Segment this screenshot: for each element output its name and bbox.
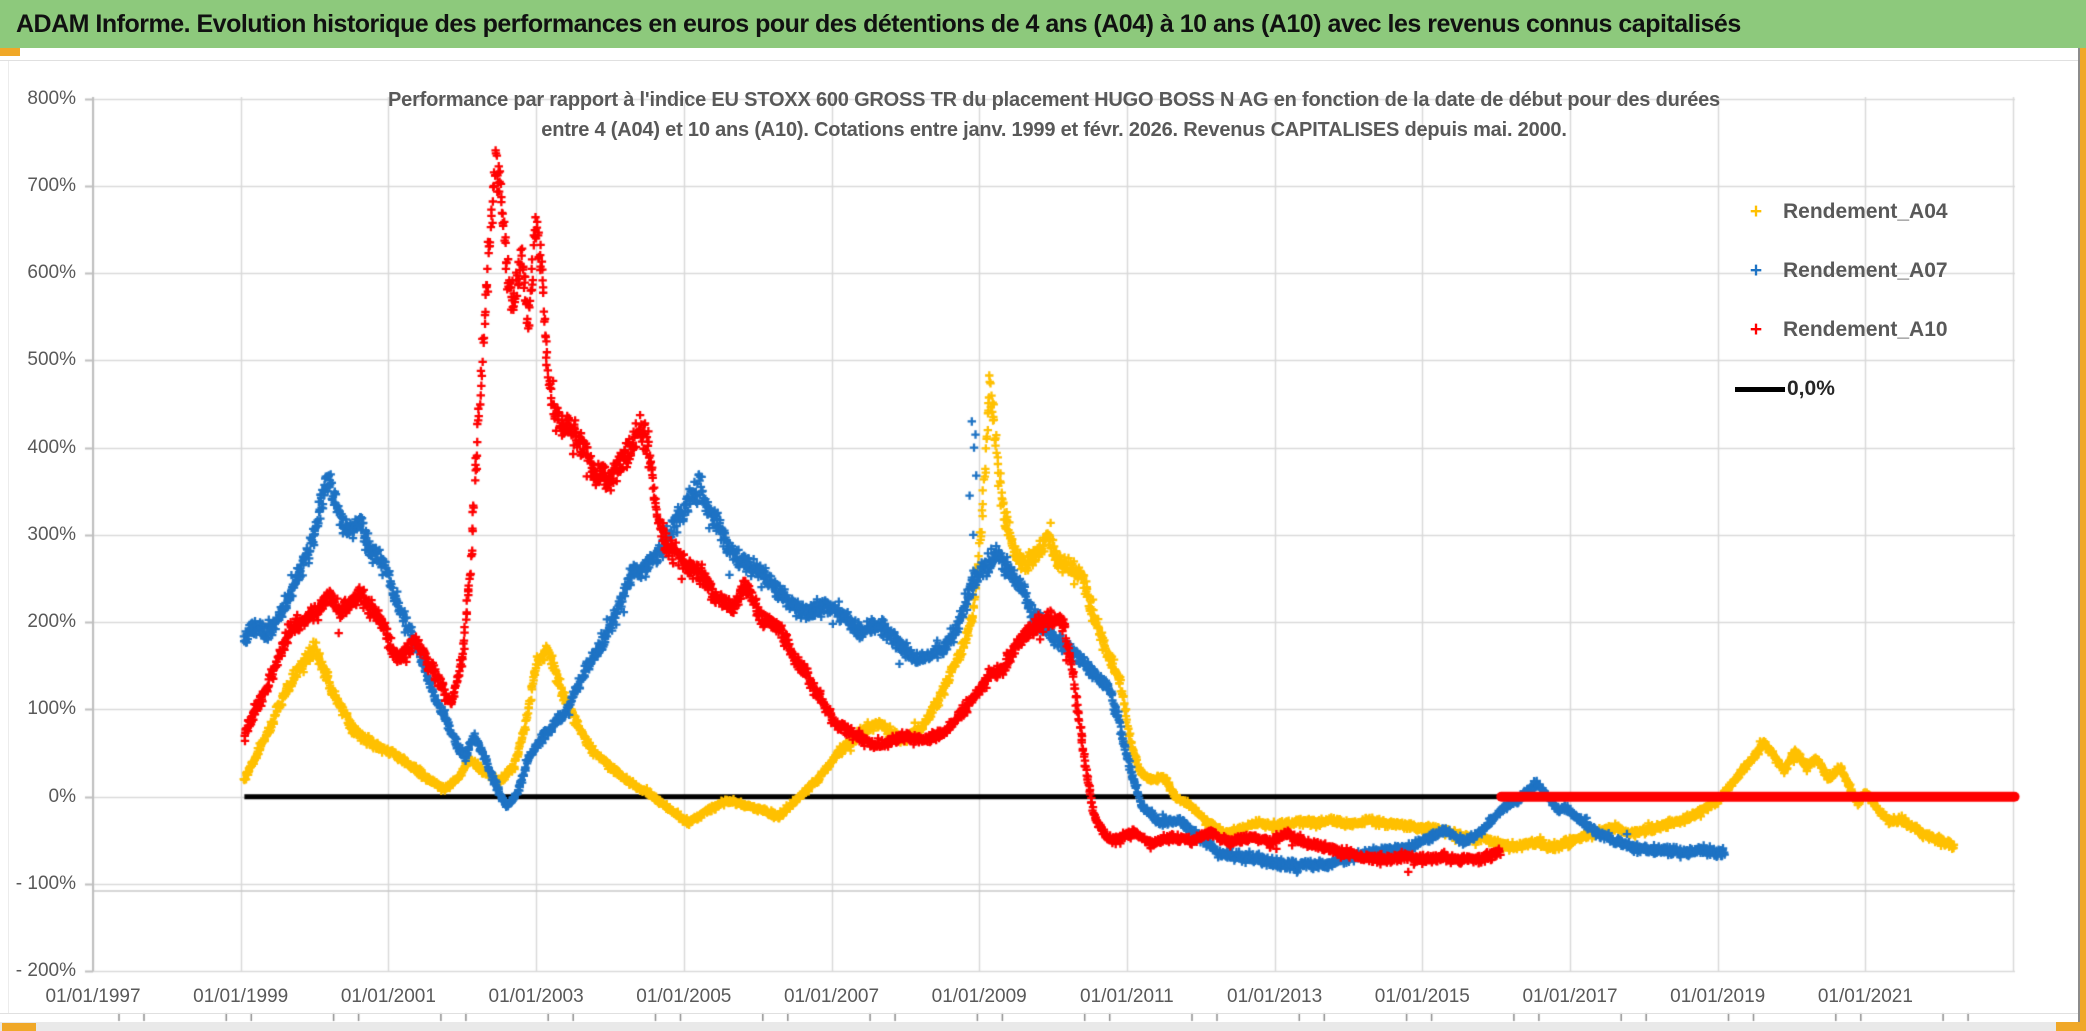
bottom-band — [0, 1022, 2078, 1031]
y-tick-label: 600% — [27, 262, 76, 284]
orange-accent-bottom-right — [2056, 1022, 2086, 1031]
x-tick-label: 01/01/2017 — [1522, 986, 1618, 1007]
plus-marker-icon: + — [1749, 259, 1763, 282]
x-tick-label: 01/01/1997 — [45, 986, 141, 1007]
y-tick-label: 100% — [27, 698, 76, 720]
y-tick-label: 0% — [48, 785, 76, 807]
x-tick-label: 01/01/2015 — [1374, 986, 1470, 1007]
y-tick-label: 300% — [27, 523, 76, 545]
orange-accent-top-left — [0, 48, 20, 56]
legend-item-rendement-a04[interactable]: + Rendement_A04 — [1735, 192, 1948, 232]
orange-accent-right-strip[interactable] — [2080, 48, 2086, 1031]
x-tick-label: 01/01/2019 — [1670, 986, 1766, 1007]
plus-marker-icon: + — [1749, 318, 1763, 341]
chart-title-line2: entre 4 (A04) et 10 ans (A10). Cotations… — [541, 119, 1567, 141]
y-tick-label: 800% — [27, 87, 76, 109]
plus-marker-icon: + — [1749, 200, 1763, 223]
y-tick-label: - 200% — [15, 960, 76, 982]
legend-label: Rendement_A10 — [1783, 318, 1948, 341]
y-tick-label: 500% — [27, 349, 76, 371]
bottom-divider-line — [0, 1013, 2078, 1014]
line-marker-icon — [1735, 386, 1785, 392]
report-header-banner: ADAM Informe. Evolution historique des p… — [0, 0, 2086, 48]
x-tick-label: 01/01/2009 — [931, 986, 1027, 1007]
x-tick-label: 01/01/2005 — [636, 986, 732, 1007]
orange-accent-bottom-left — [2, 1023, 36, 1031]
chart-title: Performance par rapport à l'indice EU ST… — [93, 85, 2015, 145]
y-tick-label: - 100% — [15, 872, 76, 894]
x-tick-label: 01/01/2011 — [1080, 986, 1174, 1007]
y-tick-label: 200% — [27, 611, 76, 633]
x-tick-label: 01/01/2013 — [1227, 986, 1323, 1007]
x-tick-label: 01/01/2001 — [340, 986, 436, 1007]
legend-label: 0,0% — [1787, 377, 1835, 400]
y-tick-label: 400% — [27, 436, 76, 458]
x-tick-label: 01/01/2007 — [783, 986, 880, 1007]
x-tick-label: 01/01/2021 — [1817, 986, 1913, 1007]
legend-item-rendement-a10[interactable]: + Rendement_A10 — [1735, 310, 1948, 350]
y-tick-label: 700% — [27, 174, 76, 196]
x-tick-label: 01/01/1999 — [193, 986, 289, 1007]
left-faint-border — [8, 61, 9, 1013]
chart-title-line1: Performance par rapport à l'indice EU ST… — [388, 89, 1720, 111]
legend-item-0-0-[interactable]: 0,0% — [1735, 369, 1835, 409]
divider-line — [0, 60, 2086, 61]
legend-label: Rendement_A04 — [1783, 200, 1948, 223]
report-header-title: ADAM Informe. Evolution historique des p… — [16, 9, 1741, 38]
x-tick-label: 01/01/2003 — [488, 986, 584, 1007]
chart-right-border — [2078, 48, 2080, 1031]
legend-item-rendement-a07[interactable]: + Rendement_A07 — [1735, 251, 1948, 291]
legend-label: Rendement_A07 — [1783, 259, 1948, 282]
